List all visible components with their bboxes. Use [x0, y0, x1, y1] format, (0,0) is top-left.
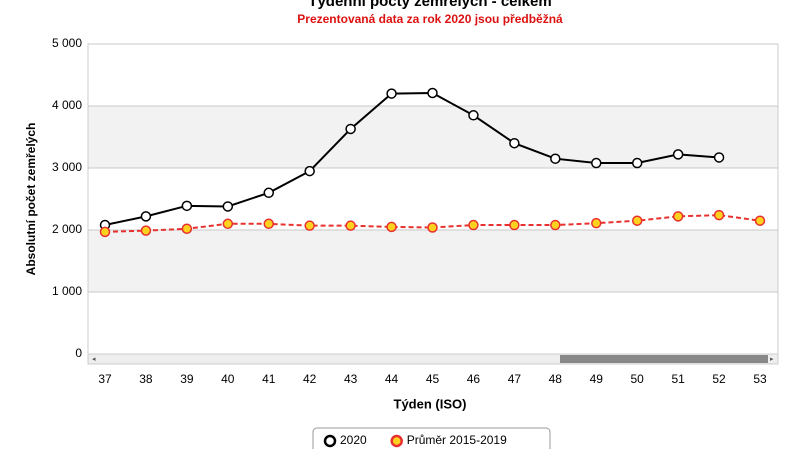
x-tick-label: 49	[590, 372, 604, 386]
legend-label[interactable]: 2020	[340, 433, 367, 447]
data-point[interactable]	[427, 87, 438, 99]
scrollbar-thumb[interactable]	[560, 355, 768, 363]
data-point[interactable]	[140, 225, 152, 236]
data-point[interactable]	[550, 219, 561, 231]
y-tick-label: 1 000	[52, 284, 82, 298]
x-tick-label: 46	[467, 372, 481, 386]
data-point[interactable]	[345, 220, 356, 231]
y-tick-label: 5 000	[52, 36, 82, 50]
x-axis-label: Týden (ISO)	[394, 396, 467, 411]
legend-items: 2020 Průměr 2015-2019	[323, 433, 507, 448]
legend-marker[interactable]	[323, 434, 337, 448]
y-tick-label: 3 000	[52, 160, 82, 174]
data-point[interactable]	[304, 220, 315, 231]
data-point[interactable]	[263, 218, 274, 230]
data-point[interactable]	[140, 211, 152, 222]
x-tick-label: 48	[549, 372, 563, 386]
x-tick-label: 37	[98, 372, 112, 386]
data-point[interactable]	[631, 215, 643, 226]
x-tick-label: 44	[385, 372, 399, 386]
x-tick-label: 41	[262, 372, 276, 386]
x-tick-label: 39	[180, 372, 194, 386]
data-point[interactable]	[468, 110, 479, 121]
data-point[interactable]	[386, 221, 397, 233]
data-point[interactable]	[509, 137, 520, 149]
legend-label[interactable]: Průměr 2015-2019	[407, 433, 507, 447]
plot-band	[88, 230, 778, 292]
y-axis-label: Absolutní počet zemřelých	[24, 123, 38, 276]
data-point[interactable]	[468, 219, 479, 231]
x-tick-label: 51	[671, 372, 685, 386]
data-point[interactable]	[222, 201, 234, 212]
data-point[interactable]	[427, 222, 438, 233]
scroll-left[interactable]: ◂	[92, 356, 96, 363]
data-point[interactable]	[181, 223, 193, 235]
data-point[interactable]	[345, 123, 356, 135]
data-point[interactable]	[550, 153, 561, 164]
data-point[interactable]	[509, 219, 520, 231]
data-point[interactable]	[713, 209, 725, 221]
y-tick-label: 4 000	[52, 98, 82, 112]
data-point[interactable]	[754, 215, 766, 226]
y-tick-label: 2 000	[52, 222, 82, 236]
legend	[312, 427, 551, 449]
data-point[interactable]	[631, 157, 643, 169]
x-tick-label: 50	[631, 372, 645, 386]
series-line	[104, 214, 761, 233]
data-point[interactable]	[222, 218, 234, 230]
chart-title: Týdenní počty zemřelých - celkem	[308, 0, 551, 10]
data-point[interactable]	[304, 165, 315, 177]
scroll-right[interactable]: ▸	[770, 356, 774, 363]
series-line	[104, 91, 720, 227]
x-tick-label: 42	[303, 372, 317, 386]
data-point[interactable]	[386, 88, 397, 99]
x-tick-label: 45	[426, 372, 440, 386]
x-tick-label: 52	[712, 372, 726, 386]
plot-band	[88, 106, 778, 168]
chart-subtitle: Prezentovaná data za rok 2020 jsou předb…	[297, 12, 563, 26]
y-tick-label: 0	[75, 346, 82, 360]
plot-area: 0 1 000 2 000 3 000 4 000 5 000 37 38 39 40 41 42 43…	[52, 36, 779, 386]
data-point[interactable]	[672, 211, 684, 222]
data-point[interactable]	[672, 149, 684, 160]
legend-marker[interactable]	[390, 434, 403, 448]
x-tick-label: 38	[139, 372, 153, 386]
data-point[interactable]	[99, 226, 111, 238]
data-point[interactable]	[713, 152, 725, 163]
x-tick-label: 53	[753, 372, 767, 386]
data-point[interactable]	[181, 200, 193, 212]
x-tick-label: 40	[221, 372, 235, 386]
x-tick-label: 43	[344, 372, 358, 386]
data-point[interactable]	[591, 217, 602, 229]
data-point[interactable]	[263, 187, 274, 199]
data-point[interactable]	[591, 157, 602, 169]
x-tick-label: 47	[508, 372, 522, 386]
scrollbar-track[interactable]	[87, 353, 779, 365]
